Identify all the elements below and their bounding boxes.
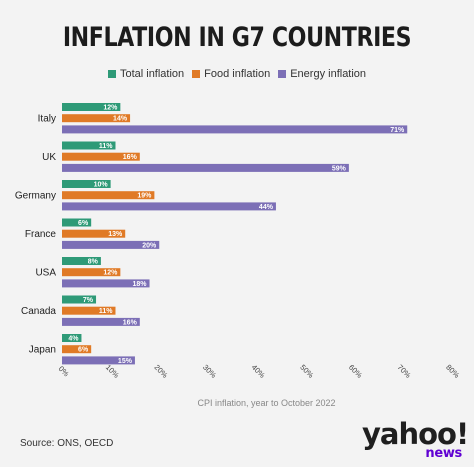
bar-usa-total-inflation (62, 257, 101, 265)
bar-usa-energy-inflation (62, 279, 150, 288)
data-label-uk-2: 59% (332, 165, 347, 172)
data-label-italy-1: 14% (113, 116, 128, 123)
bar-usa-food-inflation (62, 268, 121, 277)
category-label-uk: UK (42, 152, 56, 163)
x-tick-label: 30% (201, 363, 218, 380)
legend-item-total: Total inflation (107, 68, 185, 80)
bar-france-energy-inflation (62, 240, 160, 249)
legend: Total inflation Food inflation Energy in… (0, 68, 474, 80)
x-tick-label: 50% (298, 363, 315, 380)
x-tick-label: 80% (444, 363, 461, 380)
category-label-italy: Italy (38, 114, 56, 125)
yahoo-news-logo: yahoo! news (362, 417, 469, 461)
legend-swatch-food (192, 70, 201, 78)
data-label-canada-0: 7% (83, 297, 94, 304)
data-label-japan-0: 4% (68, 336, 79, 343)
legend-label-total: Total inflation (119, 68, 185, 80)
category-label-canada: Canada (21, 306, 56, 317)
legend-swatch-total (107, 70, 116, 78)
data-label-italy-2: 71% (390, 127, 405, 134)
bar-germany-food-inflation (62, 191, 155, 200)
data-label-germany-0: 10% (94, 182, 109, 189)
data-label-uk-1: 16% (123, 154, 138, 161)
bar-uk-total-inflation (62, 141, 116, 150)
chart-title: INFLATION IN G7 COUNTRIES (62, 22, 412, 53)
source-note: Source: ONS, OECD (20, 438, 114, 449)
x-tick-label: 10% (104, 363, 121, 380)
bar-germany-total-inflation (62, 180, 111, 188)
bar-uk-food-inflation (62, 152, 140, 161)
data-label-france-0: 6% (78, 220, 89, 227)
data-label-germany-2: 44% (259, 204, 274, 211)
data-label-usa-1: 12% (103, 270, 118, 277)
category-label-japan: Japan (29, 345, 56, 356)
bar-italy-energy-inflation (62, 125, 408, 134)
category-label-france: France (25, 229, 57, 240)
data-label-canada-1: 11% (99, 308, 113, 315)
data-label-germany-1: 19% (137, 193, 152, 200)
data-label-italy-0: 12% (103, 105, 118, 112)
logo-main-text: yahoo! (362, 417, 469, 451)
x-axis-label: CPI inflation, year to October 2022 (197, 398, 335, 408)
bar-japan-total-inflation (62, 334, 82, 342)
data-label-usa-2: 18% (133, 281, 148, 288)
legend-item-energy: Energy inflation (278, 68, 366, 80)
bar-italy-food-inflation (62, 114, 131, 123)
bar-italy-total-inflation (62, 103, 121, 111)
legend-label-food: Food inflation (204, 68, 271, 80)
x-tick-label: 70% (396, 363, 413, 380)
category-label-usa: USA (35, 268, 56, 279)
bar-canada-food-inflation (62, 306, 116, 315)
legend-swatch-energy (278, 70, 287, 78)
bar-france-total-inflation (62, 218, 92, 227)
data-label-japan-1: 6% (78, 347, 89, 354)
category-label-germany: Germany (15, 191, 56, 202)
x-tick-label: 40% (250, 363, 267, 380)
data-label-canada-2: 16% (123, 319, 138, 326)
bar-germany-energy-inflation (62, 202, 276, 211)
x-tick-label: 60% (347, 363, 364, 380)
data-label-france-2: 20% (142, 242, 157, 249)
bar-japan-food-inflation (62, 345, 92, 354)
bar-japan-energy-inflation (62, 356, 135, 365)
bar-canada-energy-inflation (62, 317, 140, 326)
data-label-uk-0: 11% (99, 143, 113, 150)
x-tick-label: 0% (57, 364, 71, 378)
bar-canada-total-inflation (62, 295, 97, 304)
logo-sub-text: news (425, 446, 462, 461)
bar-uk-energy-inflation (62, 163, 349, 172)
x-tick-label: 20% (153, 363, 170, 380)
legend-label-energy: Energy inflation (290, 68, 367, 80)
data-label-japan-2: 15% (118, 358, 133, 365)
bar-france-food-inflation (62, 229, 126, 238)
legend-item-food: Food inflation (192, 68, 270, 80)
data-label-france-1: 13% (108, 231, 123, 238)
data-label-usa-0: 8% (88, 259, 99, 266)
